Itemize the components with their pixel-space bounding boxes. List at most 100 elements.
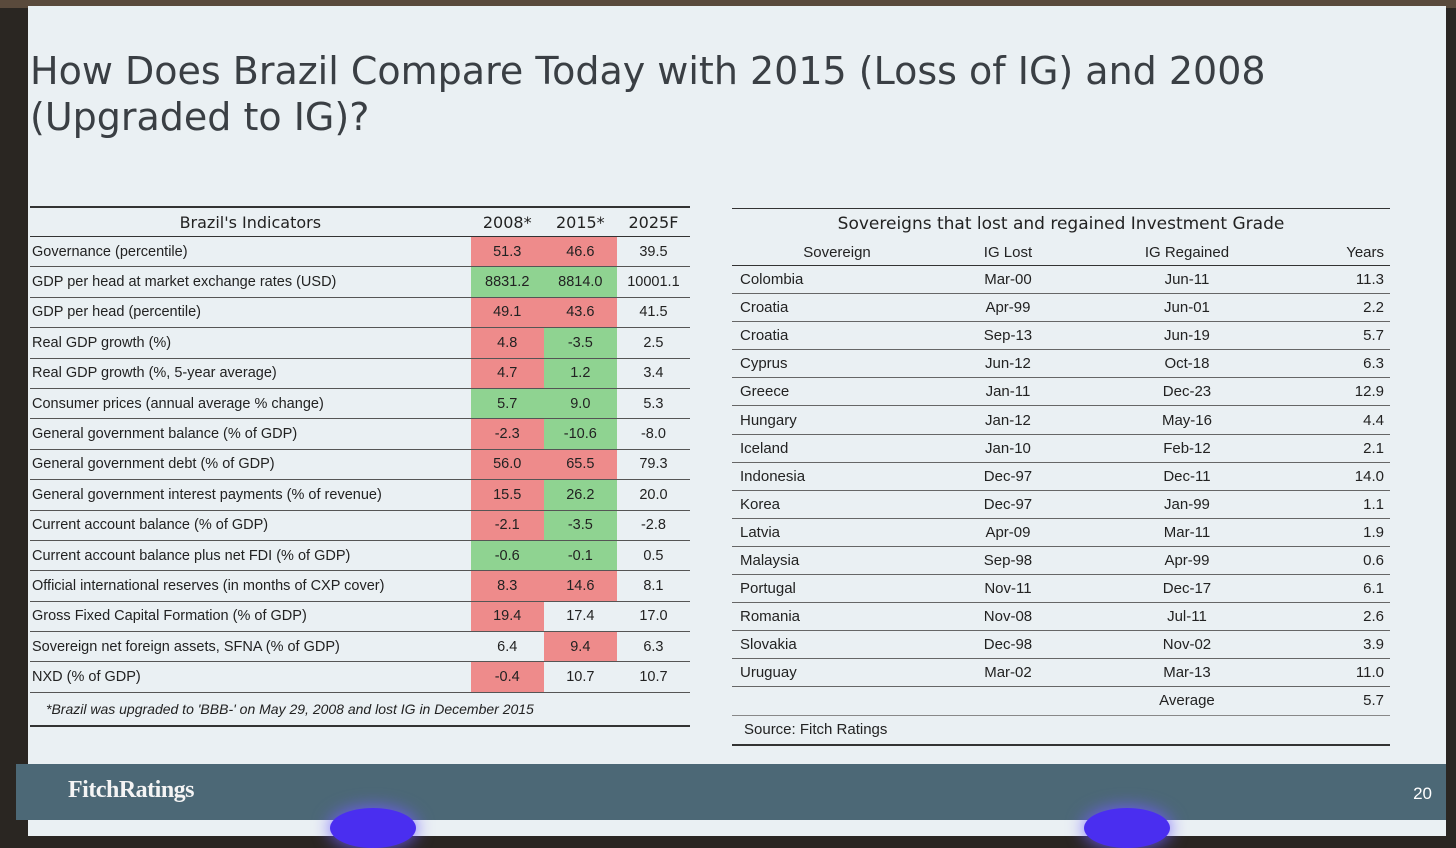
indicator-value-2008: 19.4 — [470, 601, 544, 633]
slide-title: How Does Brazil Compare Today with 2015 … — [30, 49, 1266, 139]
indicator-label: GDP per head (percentile) — [30, 297, 471, 329]
ig-lost-date: Dec-98 — [942, 630, 1074, 660]
ig-regained-date: Jun-01 — [1073, 293, 1300, 323]
indicator-value-2015: 9.0 — [543, 388, 617, 420]
indicator-label: Official international reserves (in mont… — [30, 570, 471, 602]
years-value: 4.4 — [1300, 405, 1390, 435]
indicator-label: Consumer prices (annual average % change… — [30, 388, 471, 420]
header-2025f: 2025F — [616, 206, 690, 237]
sovereigns-header-row: Sovereign IG Lost IG Regained Years — [732, 239, 1390, 266]
indicator-value-2015: -10.6 — [543, 418, 617, 450]
years-value: 2.1 — [1300, 434, 1390, 463]
indicator-row: Governance (percentile) 51.3 46.6 39.5 — [30, 236, 690, 268]
indicator-value-2008: 6.4 — [470, 631, 544, 663]
indicator-value-2025f: 17.0 — [616, 601, 690, 633]
indicator-value-2008: -2.3 — [470, 418, 544, 450]
indicator-value-2008: 51.3 — [470, 236, 544, 268]
indicator-label: Governance (percentile) — [30, 236, 471, 268]
average-row: Average 5.7 — [732, 686, 1390, 716]
indicator-value-2008: 4.8 — [470, 327, 544, 359]
ig-lost-date: Mar-02 — [942, 658, 1074, 688]
sovereign-name: Croatia — [732, 293, 942, 323]
sovereign-row: Greece Jan-11 Dec-23 12.9 — [732, 377, 1390, 407]
indicator-row: GDP per head (percentile) 49.1 43.6 41.5 — [30, 297, 690, 329]
sovereign-name: Greece — [732, 377, 942, 407]
stage-backdrop — [0, 0, 1456, 8]
indicator-value-2008: -0.6 — [470, 540, 544, 572]
sovereign-name: Cyprus — [732, 349, 942, 379]
indicator-label: Real GDP growth (%) — [30, 327, 471, 359]
header-sovereign: Sovereign — [732, 239, 942, 266]
indicator-value-2008: 15.5 — [470, 479, 544, 511]
indicator-value-2025f: 2.5 — [616, 327, 690, 359]
ig-regained-date: Dec-17 — [1073, 574, 1300, 604]
sovereign-name: Portugal — [732, 574, 942, 604]
indicator-value-2025f: -2.8 — [616, 510, 690, 541]
indicator-row: Gross Fixed Capital Formation (% of GDP)… — [30, 601, 690, 633]
indicators-header-row: Brazil's Indicators 2008* 2015* 2025F — [30, 206, 690, 237]
ig-regained-date: Mar-11 — [1073, 518, 1300, 547]
indicator-label: Current account balance (% of GDP) — [30, 510, 471, 541]
indicator-value-2025f: 8.1 — [616, 570, 690, 602]
indicator-value-2025f: -8.0 — [616, 418, 690, 450]
ig-regained-date: Oct-18 — [1073, 349, 1300, 379]
ig-regained-date: Feb-12 — [1073, 434, 1300, 463]
years-value: 12.9 — [1300, 377, 1390, 407]
indicator-value-2008: 8831.2 — [470, 266, 544, 298]
indicator-value-2008: 5.7 — [470, 388, 544, 420]
indicator-label: Current account balance plus net FDI (% … — [30, 540, 471, 572]
brazil-indicators-table: Brazil's Indicators 2008* 2015* 2025F Go… — [30, 206, 690, 728]
header-2008: 2008* — [470, 206, 544, 237]
sovereigns-ig-table: Sovereigns that lost and regained Invest… — [732, 208, 1390, 746]
indicator-value-2025f: 20.0 — [616, 479, 690, 511]
indicator-value-2025f: 6.3 — [616, 631, 690, 663]
indicator-value-2015: 17.4 — [543, 601, 617, 633]
indicator-value-2015: -3.5 — [543, 327, 617, 359]
ig-lost-date: Jan-10 — [942, 434, 1074, 463]
sovereign-name: Hungary — [732, 405, 942, 435]
years-value: 3.9 — [1300, 630, 1390, 660]
indicator-row: Current account balance (% of GDP) -2.1 -3… — [30, 510, 690, 541]
ig-lost-date: Nov-08 — [942, 602, 1074, 632]
ig-lost-date: Apr-99 — [942, 293, 1074, 323]
indicator-row: Official international reserves (in mont… — [30, 570, 690, 602]
stage-light-left — [330, 808, 416, 848]
indicator-value-2008: 56.0 — [470, 449, 544, 481]
ig-lost-date: Dec-97 — [942, 490, 1074, 519]
ig-regained-date: Jan-99 — [1073, 490, 1300, 519]
header-indicator: Brazil's Indicators — [30, 206, 471, 237]
indicator-value-2025f: 10.7 — [616, 661, 690, 693]
indicator-value-2015: 1.2 — [543, 358, 617, 389]
footnote-row: *Brazil was upgraded to 'BBB-' on May 29… — [30, 692, 690, 728]
indicator-value-2025f: 79.3 — [616, 449, 690, 481]
ig-lost-date: Jun-12 — [942, 349, 1074, 379]
indicator-row: Real GDP growth (%, 5-year average) 4.7 1.… — [30, 358, 690, 389]
sovereign-row: Slovakia Dec-98 Nov-02 3.9 — [732, 630, 1390, 660]
indicator-value-2015: -0.1 — [543, 540, 617, 572]
sovereign-row: Colombia Mar-00 Jun-11 11.3 — [732, 265, 1390, 295]
indicator-value-2015: 26.2 — [543, 479, 617, 511]
indicator-value-2015: -3.5 — [543, 510, 617, 541]
sovereign-row: Indonesia Dec-97 Dec-11 14.0 — [732, 462, 1390, 491]
indicator-row: GDP per head at market exchange rates (U… — [30, 266, 690, 298]
years-value: 5.7 — [1300, 321, 1390, 351]
average-value: 5.7 — [1300, 686, 1390, 716]
indicator-row: Consumer prices (annual average % change… — [30, 388, 690, 420]
years-value: 14.0 — [1300, 462, 1390, 491]
sovereign-name: Romania — [732, 602, 942, 632]
ig-lost-date: Sep-13 — [942, 321, 1074, 351]
source-note: Source: Fitch Ratings — [732, 715, 1390, 746]
indicator-label: NXD (% of GDP) — [30, 661, 471, 693]
indicator-row: NXD (% of GDP) -0.4 10.7 10.7 — [30, 661, 690, 693]
years-value: 0.6 — [1300, 546, 1390, 576]
indicator-row: General government balance (% of GDP) -2.… — [30, 418, 690, 450]
sovereign-name: Uruguay — [732, 658, 942, 688]
indicator-value-2015: 8814.0 — [543, 266, 617, 298]
sovereigns-table-caption: Sovereigns that lost and regained Invest… — [732, 208, 1390, 239]
years-value: 1.1 — [1300, 490, 1390, 519]
sovereign-name: Colombia — [732, 265, 942, 295]
indicator-row: Current account balance plus net FDI (% … — [30, 540, 690, 572]
sovereign-row: Croatia Sep-13 Jun-19 5.7 — [732, 321, 1390, 351]
sovereign-name: Indonesia — [732, 462, 942, 491]
ig-regained-date: Jun-11 — [1073, 265, 1300, 295]
